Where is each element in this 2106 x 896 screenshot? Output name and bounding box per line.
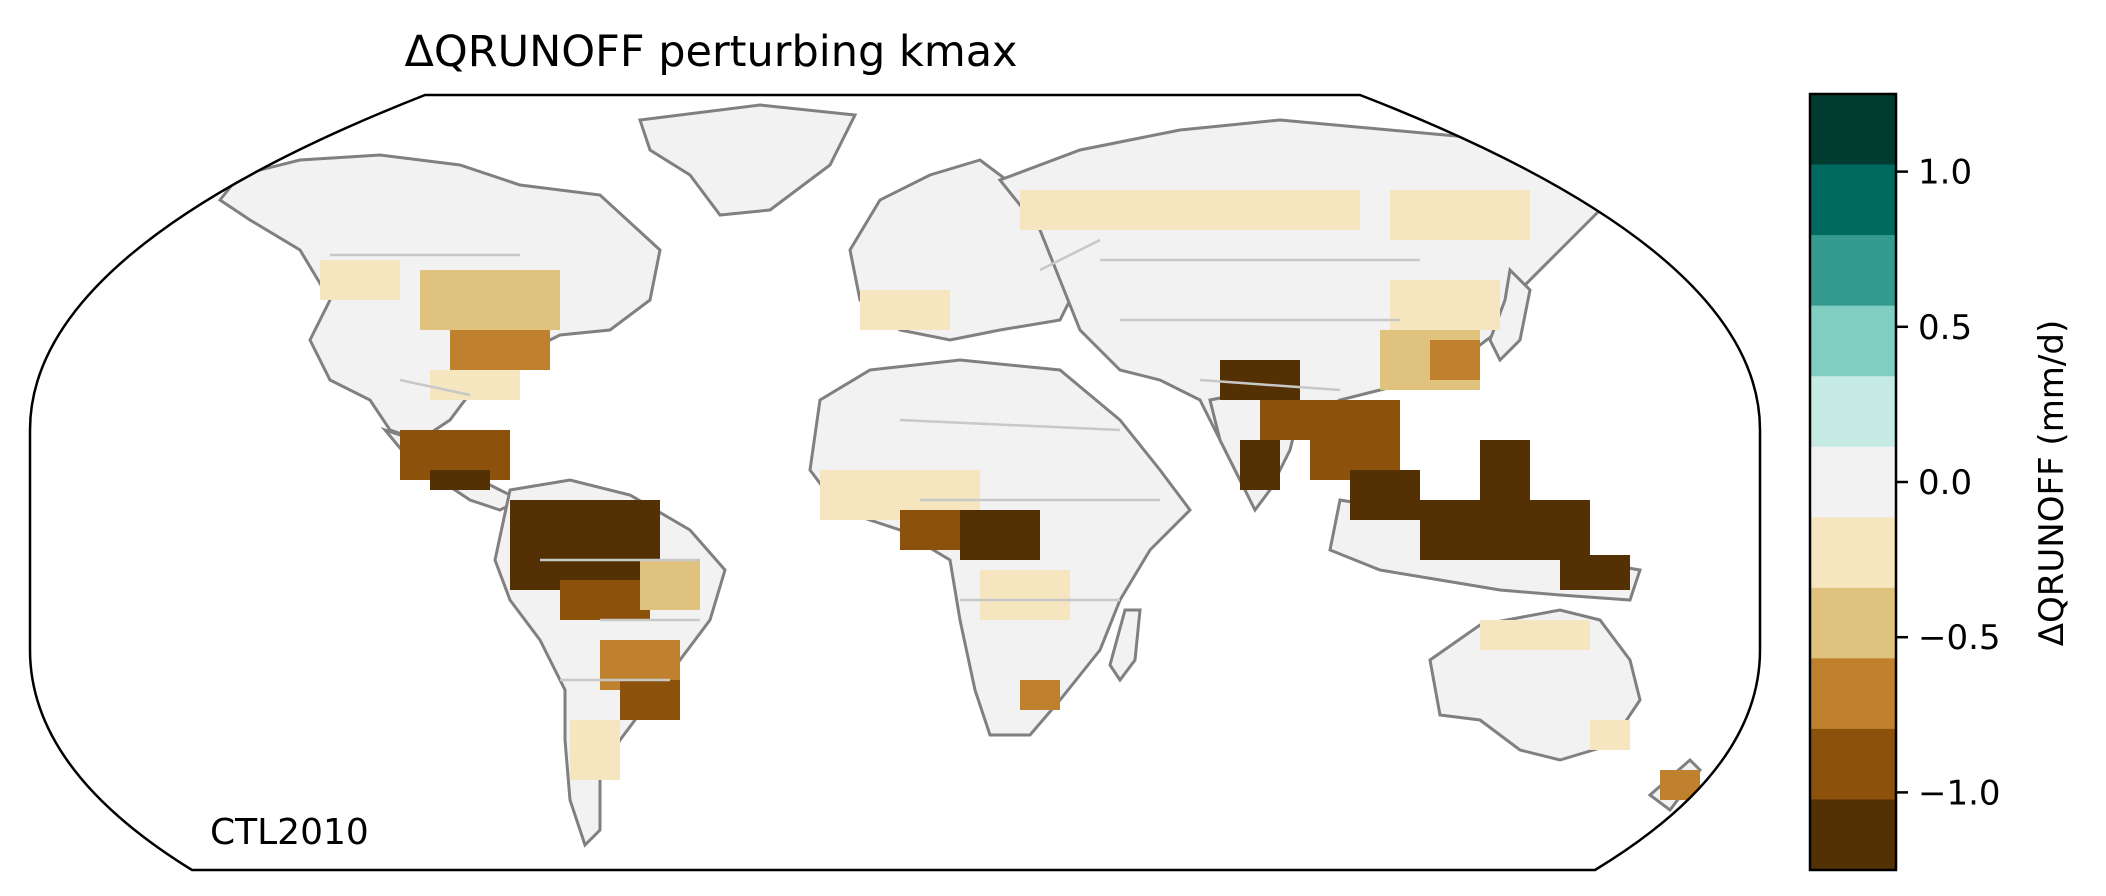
anomaly-sa-2 — [620, 680, 680, 720]
country-borders — [330, 238, 1420, 682]
anomaly-amazon-1 — [510, 500, 660, 590]
colorbar-bin — [1810, 658, 1896, 730]
anomaly-na-2 — [420, 270, 560, 330]
anomaly-patches — [320, 190, 1700, 800]
anomaly-amazon-3 — [640, 560, 700, 610]
colorbar-bin — [1810, 799, 1896, 871]
colorbar-bin — [1810, 164, 1896, 236]
anomaly-si-2 — [1390, 190, 1530, 240]
anomaly-af-4 — [980, 570, 1070, 620]
anomaly-af-3 — [960, 510, 1040, 560]
anomaly-na-3 — [450, 330, 550, 370]
anomaly-na-4 — [430, 370, 520, 400]
colorbar-bin — [1810, 305, 1896, 377]
anomaly-au-2 — [1590, 720, 1630, 750]
colorbar-bin — [1810, 94, 1896, 166]
colorbar-tick-label: −1.0 — [1918, 773, 2001, 813]
land-layer — [217, 103, 1702, 848]
map-title: ΔQRUNOFF perturbing kmax — [404, 27, 1017, 77]
colorbar-label: ΔQRUNOFF (mm/d) — [2032, 320, 2072, 646]
anomaly-ca-2 — [430, 470, 490, 490]
map-frame — [28, 93, 1762, 872]
anomaly-mar-3 — [1560, 555, 1630, 590]
anomaly-si-1 — [1020, 190, 1360, 230]
colorbar: 1.0 0.5 0.0 −0.5 −1.0 — [1808, 92, 2001, 872]
colorbar-tick-label: 0.0 — [1918, 463, 1972, 503]
anomaly-au-1 — [1480, 620, 1590, 650]
map-panel: CTL2010 — [28, 93, 1762, 872]
anomaly-eu-1 — [860, 290, 950, 330]
colorbar-bin — [1810, 376, 1896, 448]
anomaly-ea-1 — [1390, 280, 1500, 330]
colorbar-tick-label: 1.0 — [1918, 153, 1972, 193]
colorbar-tick-label: 0.5 — [1918, 308, 1972, 348]
greenland — [637, 103, 858, 217]
japan — [1488, 266, 1532, 363]
madagascar — [1108, 608, 1142, 683]
anomaly-sea-1 — [1310, 400, 1400, 480]
anomaly-sas-1 — [1220, 360, 1300, 400]
colorbar-bin — [1810, 446, 1896, 518]
anomaly-sas-3 — [1240, 440, 1280, 490]
anomaly-ea-3 — [1430, 340, 1480, 380]
anomaly-sa-3 — [570, 720, 620, 780]
anomaly-af-5 — [1020, 680, 1060, 710]
anomaly-sea-2 — [1350, 470, 1420, 520]
colorbar-bin — [1810, 517, 1896, 589]
colorbar-bin — [1810, 235, 1896, 307]
anomaly-mar-2 — [1480, 440, 1530, 520]
colorbar-bin — [1810, 587, 1896, 659]
corner-label: CTL2010 — [210, 812, 369, 853]
anomaly-na-1 — [320, 260, 400, 300]
colorbar-bin — [1810, 728, 1896, 800]
anomaly-amazon-2 — [560, 580, 650, 620]
colorbar-tick-label: −0.5 — [1918, 618, 2001, 658]
